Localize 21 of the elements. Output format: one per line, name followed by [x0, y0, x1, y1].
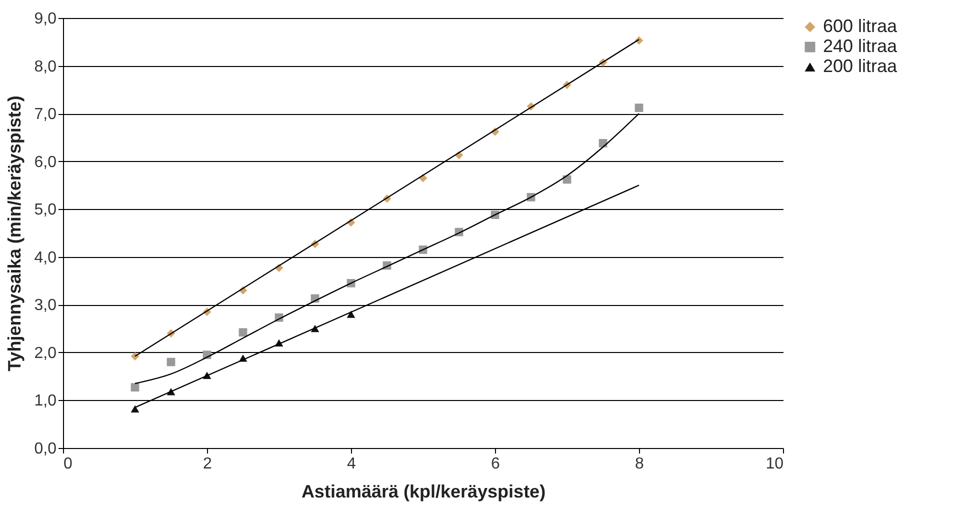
- x-tick-label: 2: [203, 456, 212, 472]
- y-tick-label: 3,0: [34, 297, 57, 314]
- x-axis-title: Astiamäärä (kpl/keräyspiste): [301, 482, 546, 502]
- x-tick-label: 6: [491, 456, 500, 472]
- y-tick-label: 1,0: [34, 392, 57, 410]
- y-axis-title: Tyhjennysaika (min/keräyspiste): [4, 96, 24, 372]
- x-tick-label: 4: [347, 456, 356, 472]
- y-tick-label: 7,0: [34, 106, 57, 124]
- y-tick-label: 8,0: [34, 58, 57, 76]
- legend-label: 200 litraa: [823, 56, 898, 76]
- y-tick-label: 6,0: [34, 154, 57, 171]
- y-tick-label: 5,0: [34, 202, 57, 219]
- x-tick-label: 10: [766, 456, 784, 472]
- y-tick-label: 9,0: [34, 10, 57, 28]
- x-tick-label: 0: [64, 456, 72, 472]
- y-tick-label: 2,0: [34, 344, 57, 362]
- x-tick-label: 8: [635, 456, 644, 472]
- y-tick-label: 4,0: [34, 249, 57, 266]
- y-tick-label: 0,0: [34, 440, 57, 458]
- legend-label: 240 litraa: [823, 36, 898, 56]
- legend-label: 600 litraa: [823, 16, 898, 36]
